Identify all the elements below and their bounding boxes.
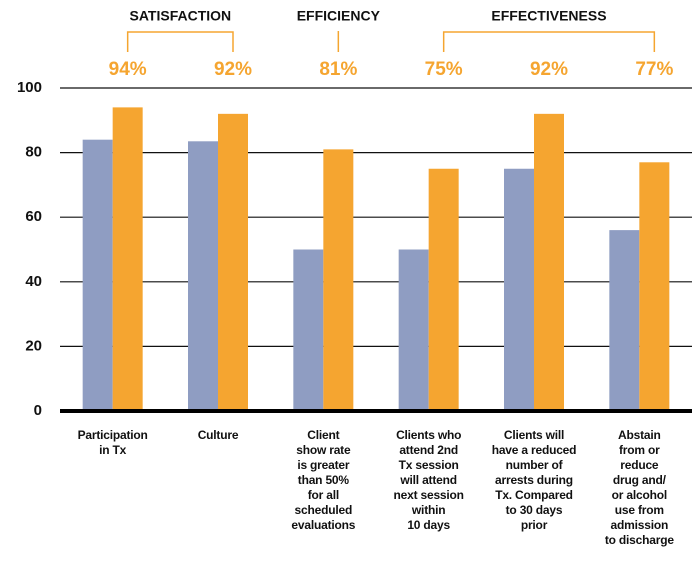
y-tick-label: 100 (17, 79, 42, 96)
bar (428, 168, 459, 411)
value-label: 77% (635, 59, 673, 80)
group-label: EFFICIENCY (297, 8, 381, 24)
x-tick-label: Client show rate is greater than 50% for… (291, 428, 356, 532)
x-tick-label: Clients will have a reduced number of ar… (491, 428, 577, 532)
y-tick-label: 40 (25, 273, 42, 290)
bar (82, 139, 113, 411)
bar (188, 141, 218, 412)
bar (218, 113, 248, 411)
value-label: 94% (109, 59, 147, 80)
bar (323, 149, 354, 411)
bar (112, 107, 143, 411)
group-bracket (442, 31, 656, 52)
group-label: SATISFACTION (130, 8, 232, 24)
x-tick-label: Clients who attend 2nd Tx session will a… (393, 428, 465, 532)
bar (609, 230, 640, 411)
y-tick-label: 0 (34, 402, 42, 419)
group-bracket (126, 31, 234, 52)
value-label: 92% (214, 59, 252, 80)
value-label: 92% (530, 59, 568, 80)
value-label: 75% (425, 59, 463, 80)
y-tick-label: 20 (25, 337, 42, 354)
y-tick-label: 60 (25, 208, 42, 225)
bar (534, 113, 564, 411)
y-tick-label: 80 (25, 144, 42, 161)
x-tick-label: Abstain from or reduce drug and/ or alco… (604, 428, 674, 547)
bar (398, 249, 429, 411)
bar (639, 162, 670, 411)
x-tick-label: Participation in Tx (77, 428, 148, 457)
value-label: 81% (319, 59, 357, 80)
x-tick-label: Culture (197, 428, 239, 442)
bar (293, 249, 324, 411)
bar (504, 168, 534, 411)
group-label: EFFECTIVENESS (491, 8, 606, 24)
